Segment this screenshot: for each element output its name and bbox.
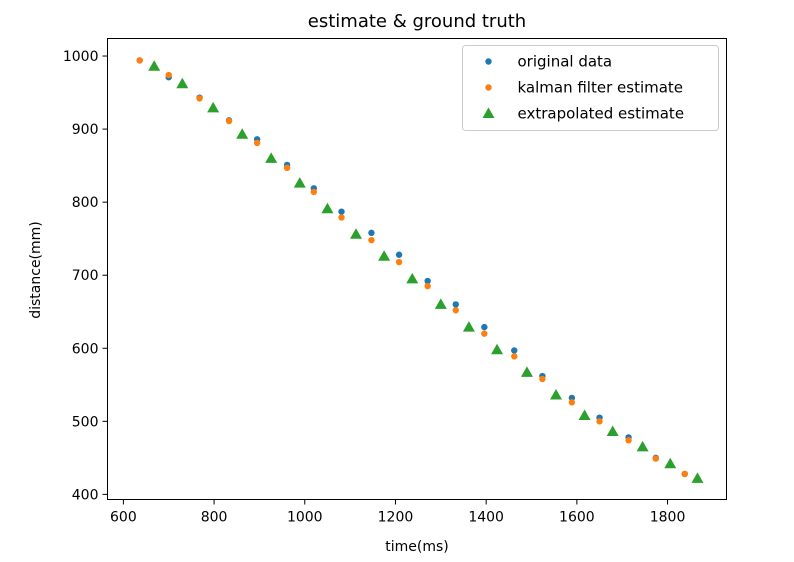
original-data-point bbox=[368, 229, 375, 237]
extrapolated-estimate-point bbox=[549, 389, 562, 400]
extrapolated-estimate-point bbox=[350, 228, 363, 239]
legend: original data kalman filter estimate extra… bbox=[462, 45, 719, 131]
kalman-estimate-point bbox=[196, 95, 203, 102]
kalman-estimate-point bbox=[511, 353, 518, 360]
extrapolated-estimate-point bbox=[462, 321, 475, 332]
x-tick-label: 600 bbox=[110, 510, 137, 526]
kalman-estimate-point bbox=[165, 71, 172, 79]
y-tick-label: 900 bbox=[72, 122, 99, 138]
original-data-point bbox=[481, 323, 488, 331]
original-data-point bbox=[395, 251, 403, 258]
kalman-estimate-point bbox=[395, 258, 403, 266]
extrapolated-estimate-point bbox=[406, 272, 419, 284]
extrapolated-estimate-point bbox=[606, 425, 619, 437]
y-axis-label: distance(mm) bbox=[28, 221, 44, 319]
legend-marker bbox=[485, 84, 492, 91]
extrapolated-estimate-point bbox=[293, 177, 306, 188]
y-tick-label: 500 bbox=[72, 414, 99, 430]
legend-label: original data bbox=[518, 53, 613, 71]
kalman-estimate-point bbox=[681, 470, 688, 478]
y-tick-label: 1000 bbox=[63, 49, 99, 65]
kalman-estimate-point bbox=[225, 117, 233, 125]
extrapolated-estimate-point bbox=[636, 440, 649, 452]
axis-ticks: 600 800 1000 1200 1400 1600 1800 400 500 600 700 80… bbox=[63, 49, 686, 525]
original-data-point bbox=[568, 394, 576, 402]
x-tick-label: 800 bbox=[201, 510, 228, 526]
x-tick-label: 1800 bbox=[650, 510, 686, 526]
kalman-estimate-point bbox=[596, 418, 603, 425]
y-tick-label: 600 bbox=[72, 341, 99, 357]
kalman-estimate-point bbox=[136, 57, 143, 64]
kalman-estimate-point bbox=[368, 236, 375, 244]
extrapolated-estimate-point bbox=[664, 457, 677, 469]
kalman-estimate-point bbox=[539, 375, 546, 383]
legend-marker bbox=[485, 58, 492, 65]
extrapolated-estimate-point bbox=[265, 152, 278, 163]
x-tick-label: 1000 bbox=[287, 510, 323, 526]
original-data-point bbox=[452, 301, 459, 308]
y-tick-label: 400 bbox=[72, 487, 99, 503]
legend-marker bbox=[482, 107, 495, 118]
original-data-point bbox=[424, 277, 431, 285]
legend-label: kalman filter estimate bbox=[518, 79, 684, 97]
y-tick-label: 800 bbox=[72, 195, 99, 211]
extrapolated-estimate-point bbox=[236, 128, 249, 139]
original-data-point bbox=[511, 347, 518, 354]
kalman-estimate-point bbox=[625, 437, 632, 444]
y-tick-label: 700 bbox=[72, 268, 99, 284]
x-tick-label: 1200 bbox=[378, 510, 414, 526]
kalman-estimate-point bbox=[310, 188, 318, 196]
kalman-estimate-point bbox=[481, 330, 488, 337]
extrapolated-estimate-point bbox=[148, 60, 161, 71]
kalman-estimate-point bbox=[253, 139, 261, 147]
extrapolated-estimate-point bbox=[176, 77, 189, 89]
x-axis-label: time(ms) bbox=[385, 539, 449, 555]
kalman-estimate-point bbox=[568, 399, 576, 406]
kalman-estimate-point bbox=[452, 307, 459, 314]
legend-box bbox=[462, 45, 719, 131]
kalman-estimate-point bbox=[338, 214, 345, 221]
x-tick-label: 1600 bbox=[559, 510, 595, 526]
extrapolated-estimate-point bbox=[578, 409, 591, 420]
x-tick-label: 1400 bbox=[468, 510, 504, 526]
kalman-estimate-point bbox=[283, 164, 291, 172]
extrapolated-estimate-point bbox=[491, 343, 504, 355]
extrapolated-estimate-point bbox=[378, 250, 391, 261]
plot-frame bbox=[107, 38, 727, 500]
legend-label: extrapolated estimate bbox=[518, 105, 685, 123]
original-data-point bbox=[338, 208, 345, 215]
extrapolated-estimate-point bbox=[520, 366, 533, 377]
extrapolated-estimate-point bbox=[321, 202, 334, 214]
extrapolated-estimate-point bbox=[434, 298, 447, 309]
data-points bbox=[136, 57, 704, 483]
kalman-estimate-point bbox=[652, 455, 659, 462]
chart-title: estimate & ground truth bbox=[308, 11, 526, 32]
kalman-estimate-point bbox=[424, 282, 431, 290]
extrapolated-estimate-point bbox=[691, 472, 704, 483]
extrapolated-estimate-point bbox=[207, 101, 220, 113]
